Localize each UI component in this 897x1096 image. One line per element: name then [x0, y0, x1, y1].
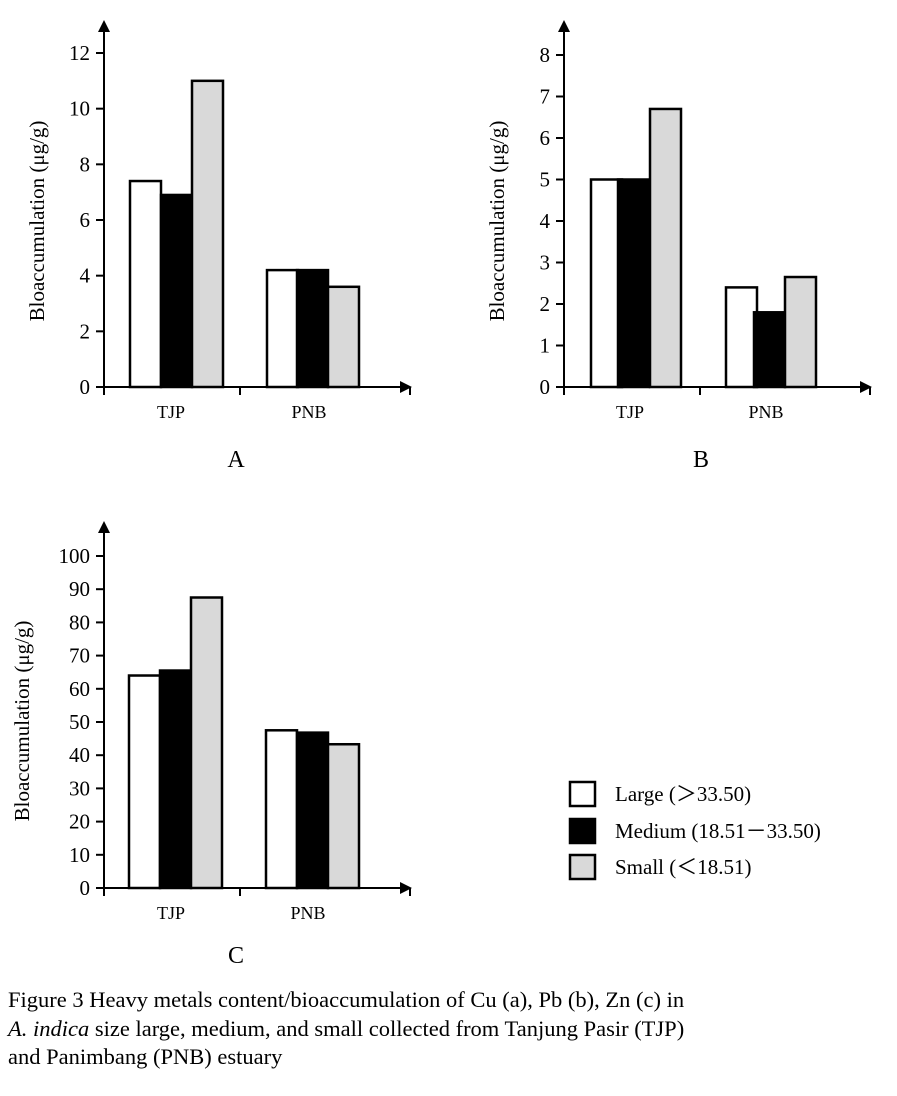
y-tick-label: 8 — [80, 152, 91, 176]
bar-medium-tjp — [616, 178, 651, 389]
y-tick-label: 5 — [540, 168, 551, 192]
caption-line-2-rest: size large, medium, and small collected … — [89, 1015, 685, 1041]
y-tick-label: 50 — [69, 710, 90, 734]
y-tick-label: 2 — [80, 319, 91, 343]
y-tick-label: 80 — [69, 610, 90, 634]
y-tick-label: 0 — [540, 375, 551, 399]
x-tick-label: TJP — [157, 903, 185, 923]
y-tick-label: 6 — [540, 126, 551, 150]
x-tick-label: PNB — [291, 402, 326, 422]
y-tick-label: 3 — [540, 251, 551, 275]
bar-large-pnb — [265, 268, 300, 389]
y-tick-label: 1 — [540, 334, 551, 358]
bar-medium-pnb — [295, 268, 330, 389]
panel-label: C — [228, 943, 244, 969]
caption-line-1: Figure 3 Heavy metals content/bioaccumul… — [8, 987, 685, 1012]
legend-swatch-medium — [568, 817, 597, 845]
bar-medium-tjp — [158, 669, 193, 890]
y-tick-label: 7 — [540, 85, 551, 109]
bar-small-tjp — [189, 596, 224, 890]
figure-caption: Figure 3 Heavy metals content/bioaccumul… — [8, 986, 893, 1072]
y-tick-label: 4 — [540, 209, 551, 233]
y-tick-label: 0 — [80, 375, 91, 399]
y-tick-label: 6 — [80, 208, 91, 232]
panel-label: A — [227, 447, 245, 473]
bar-small-tjp — [190, 79, 225, 389]
y-tick-label: 0 — [80, 876, 91, 900]
bar-small-pnb — [783, 275, 818, 389]
chart-panel-b: 0 1 2 3 4 5 6 7 8 TJP PNB Bloaccumulation (μg/g) B — [485, 20, 872, 473]
y-axis-arrow-icon — [558, 20, 570, 32]
y-axis-title: Bloaccumulation (μg/g) — [25, 121, 49, 322]
bar-large-pnb — [264, 729, 299, 890]
x-axis-arrow-icon — [860, 381, 872, 393]
y-axis-title: Bloaccumulation (μg/g) — [485, 121, 509, 322]
x-tick-label: PNB — [290, 903, 325, 923]
y-tick-label: 4 — [80, 264, 91, 288]
y-tick-label: 8 — [540, 43, 551, 67]
caption-species: A. indica — [8, 1015, 90, 1041]
y-tick-label: 90 — [69, 577, 90, 601]
bar-large-pnb — [724, 286, 759, 389]
legend-label-small: Small (＜18.51) — [615, 855, 752, 879]
y-tick-label: 60 — [69, 677, 90, 701]
legend-label-medium: Medium (18.51－33.50) — [615, 819, 821, 843]
caption-line-2: A. indica size large, medium, and small … — [8, 1015, 893, 1044]
x-axis-arrow-icon — [400, 882, 412, 894]
y-tick-label: 10 — [69, 843, 90, 867]
legend-swatch-small — [568, 853, 597, 881]
bar-medium-pnb — [295, 731, 330, 890]
y-tick-label: 2 — [540, 292, 551, 316]
bar-medium-tjp — [159, 193, 194, 389]
bar-large-tjp — [127, 674, 162, 890]
y-tick-label: 40 — [69, 743, 90, 767]
y-tick-label: 100 — [59, 544, 91, 568]
x-axis-arrow-icon — [400, 381, 412, 393]
bar-large-tjp — [128, 179, 163, 389]
y-tick-label: 70 — [69, 644, 90, 668]
legend-label-large: Large (＞33.50) — [615, 782, 751, 806]
x-tick-label: PNB — [748, 402, 783, 422]
y-axis-arrow-icon — [98, 20, 110, 32]
y-axis-title: Bloaccumulation (μg/g) — [10, 621, 34, 822]
y-tick-label: 30 — [69, 776, 90, 800]
y-tick-label: 20 — [69, 810, 90, 834]
caption-line-3: and Panimbang (PNB) estuary — [8, 1044, 283, 1069]
x-tick-label: TJP — [157, 402, 185, 422]
bar-medium-pnb — [752, 311, 787, 389]
y-axis-arrow-icon — [98, 521, 110, 533]
y-tick-label: 10 — [69, 97, 90, 121]
y-tick-label: 12 — [69, 41, 90, 65]
chart-legend: Large (＞33.50) Medium (18.51－33.50) Small … — [568, 780, 821, 881]
panel-label: B — [693, 447, 709, 473]
chart-panel-a: 0 2 4 6 8 10 12 TJP PNB Bloaccumulation (μg/g) A — [25, 20, 412, 473]
bar-small-pnb — [326, 285, 361, 389]
legend-swatch-large — [568, 780, 597, 808]
chart-panel-c: 0 10 20 30 40 50 60 70 80 90 100 TJP PNB Bloaccumulat… — [10, 521, 412, 969]
x-tick-label: TJP — [616, 402, 644, 422]
bar-small-tjp — [648, 107, 683, 389]
bar-small-pnb — [326, 742, 361, 890]
